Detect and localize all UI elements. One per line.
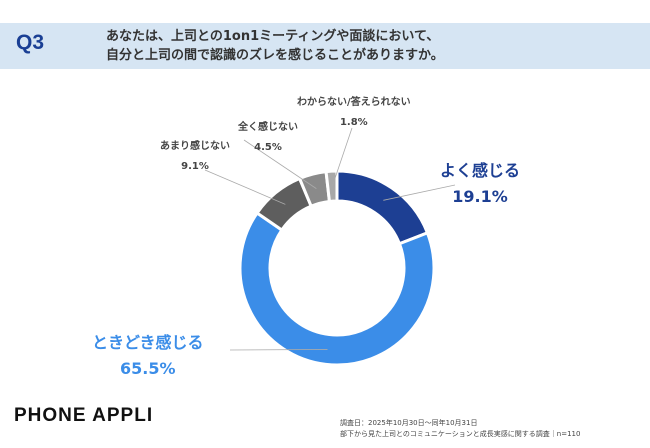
slice-sometimes: [238, 210, 436, 367]
slice-unknown: [324, 169, 339, 204]
label-never: 全く感じない 4.5%: [238, 118, 298, 158]
label-sometimes: ときどき感じる 65.5%: [92, 330, 204, 382]
value-label: 19.1%: [452, 187, 508, 206]
label-unknown: わからない/答えられない 1.8%: [297, 93, 411, 133]
logo: PHONE APPLI: [14, 405, 154, 426]
value-label: 9.1%: [181, 161, 209, 172]
question-line-1: あなたは、上司との1on1ミーティングや面談において、: [106, 29, 440, 44]
category-label: よく感じる: [440, 161, 521, 180]
category-label: わからない/答えられない: [297, 97, 411, 108]
slice-often: [335, 169, 430, 246]
leader-line-never: [243, 139, 317, 189]
question-header: Q3 あなたは、上司との1on1ミーティングや面談において、 自分と上司の間で認…: [0, 23, 650, 69]
leader-line-often: [383, 184, 456, 201]
category-label: 全く感じない: [238, 122, 298, 133]
survey-name: 部下から見た上司とのコミュニケーションと成長実感に関する調査｜n=110: [340, 430, 581, 438]
footnote: 調査日：2025年10月30日～同年10月31日 部下から見た上司とのコミュニケ…: [340, 418, 580, 440]
question-text: あなたは、上司との1on1ミーティングや面談において、 自分と上司の間で認識のズ…: [106, 27, 444, 65]
label-rarely: あまり感じない 9.1%: [160, 137, 230, 177]
label-often: よく感じる 19.1%: [440, 158, 520, 210]
category-label: ときどき感じる: [92, 333, 204, 352]
value-label: 65.5%: [120, 359, 176, 378]
value-label: 4.5%: [254, 142, 282, 153]
category-label: あまり感じない: [160, 141, 230, 152]
question-number: Q3: [16, 31, 45, 54]
leader-line-unknown: [331, 127, 353, 187]
question-line-2: 自分と上司の間で認識のズレを感じることがありますか。: [106, 48, 444, 63]
leader-line-rarely: [204, 169, 286, 205]
value-label: 1.8%: [339, 117, 368, 128]
leader-line-sometimes: [229, 349, 328, 351]
survey-date: 調査日：2025年10月30日～同年10月31日: [340, 419, 478, 427]
